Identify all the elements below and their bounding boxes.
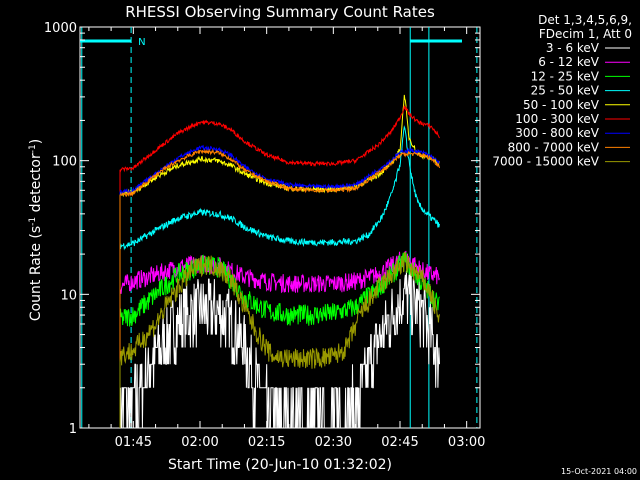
legend-entry-label: 25 - 50 keV (531, 84, 600, 98)
x-tick-label: 03:00 (448, 435, 485, 450)
legend-entry-label: 800 - 7000 keV (508, 140, 600, 154)
legend-entry-label: 12 - 25 keV (531, 69, 600, 83)
y-tick-label: 10 (60, 288, 77, 303)
series-line (119, 125, 440, 428)
x-tick-label: 02:15 (248, 435, 285, 450)
axis-ticks: 01:45 02:00 02:15 02:30 02:45 03:00 1 10 100 1000 (44, 21, 485, 450)
footer-date: 15-Oct-2021 04:00 (561, 467, 637, 476)
x-tick-label: 02:45 (381, 435, 418, 450)
y-tick-label: 1000 (44, 21, 77, 36)
series-line (119, 250, 440, 428)
legend-header-2: FDecim 1, Att 0 (539, 27, 632, 41)
night-marker-label: N (138, 37, 145, 48)
legend-entry-label: 100 - 300 keV (515, 112, 599, 126)
y-tick-label: 1 (69, 422, 77, 437)
marker-lines: N (80, 27, 478, 428)
y-label-sup1: -1 (28, 217, 38, 226)
x-axis-label: Start Time (20-Jun-10 01:32:02) (168, 457, 392, 473)
y-axis-label: Count Rate (s-1 detector-1) (28, 139, 44, 321)
legend: Det 1,3,4,5,6,9, FDecim 1, Att 0 3 - 6 k… (492, 13, 632, 169)
legend-entry-label: 300 - 800 keV (515, 126, 599, 140)
x-tick-label: 02:30 (315, 435, 352, 450)
x-tick-label: 01:45 (115, 435, 152, 450)
y-label-end: ) (28, 139, 44, 144)
data-series (119, 94, 440, 429)
legend-entry-label: 50 - 100 keV (523, 98, 600, 112)
legend-entry-label: 6 - 12 keV (538, 55, 600, 69)
x-tick-label: 02:00 (181, 435, 218, 450)
series-line (119, 148, 440, 428)
legend-header-1: Det 1,3,4,5,6,9, (538, 13, 632, 27)
y-label-mid: detector (28, 153, 44, 217)
legend-entry-label: 7000 - 15000 keV (492, 155, 599, 169)
y-tick-label: 100 (52, 155, 77, 170)
y-label-sup2: -1 (28, 144, 38, 153)
series-line (119, 251, 440, 428)
series-line (119, 144, 440, 428)
series-line (119, 105, 440, 428)
y-label-main: Count Rate (s (28, 226, 44, 321)
series-line (119, 266, 440, 429)
legend-entry-label: 3 - 6 keV (546, 41, 600, 55)
chart-title: RHESSI Observing Summary Count Rates (125, 3, 435, 21)
